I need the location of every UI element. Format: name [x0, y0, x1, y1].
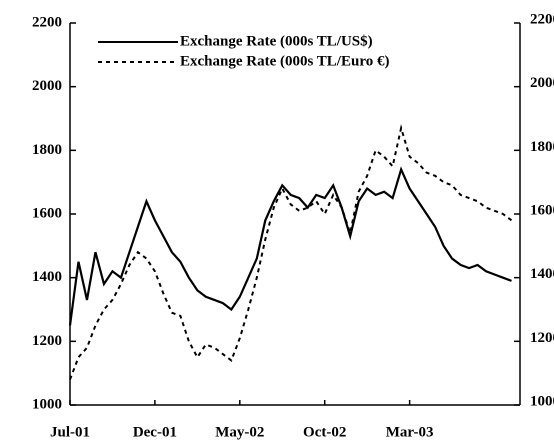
- x-tick-label: Dec-01: [133, 424, 177, 440]
- y-tick-label: 1800: [32, 142, 62, 158]
- y2-tick-label: 1200: [530, 330, 554, 346]
- series-line: [69, 124, 513, 380]
- legend-label: Exchange Rate (000s TL/Euro €): [180, 53, 389, 69]
- x-tick-label: Mar-03: [386, 424, 434, 440]
- y-tick-label: 2000: [32, 78, 62, 94]
- legend-label: Exchange Rate (000s TL/US$): [180, 33, 373, 49]
- y-tick-label: 2200: [32, 14, 62, 30]
- x-tick-label: Jul-01: [50, 424, 90, 440]
- y-tick-label: 1400: [32, 269, 62, 285]
- y2-tick-label: 1800: [530, 139, 554, 155]
- y-tick-label: 1200: [32, 333, 62, 349]
- y2-tick-label: 2200: [530, 11, 554, 27]
- series-line: [68, 166, 512, 326]
- y-tick-label: 1600: [32, 205, 62, 221]
- y2-tick-label: 1400: [530, 266, 554, 282]
- y-tick-label: 1000: [32, 396, 62, 412]
- y2-tick-label: 1600: [530, 202, 554, 218]
- y2-tick-label: 1000: [530, 393, 554, 409]
- x-tick-label: Oct-02: [303, 424, 346, 440]
- y2-tick-label: 2000: [530, 75, 554, 91]
- x-tick-label: May-02: [215, 424, 264, 440]
